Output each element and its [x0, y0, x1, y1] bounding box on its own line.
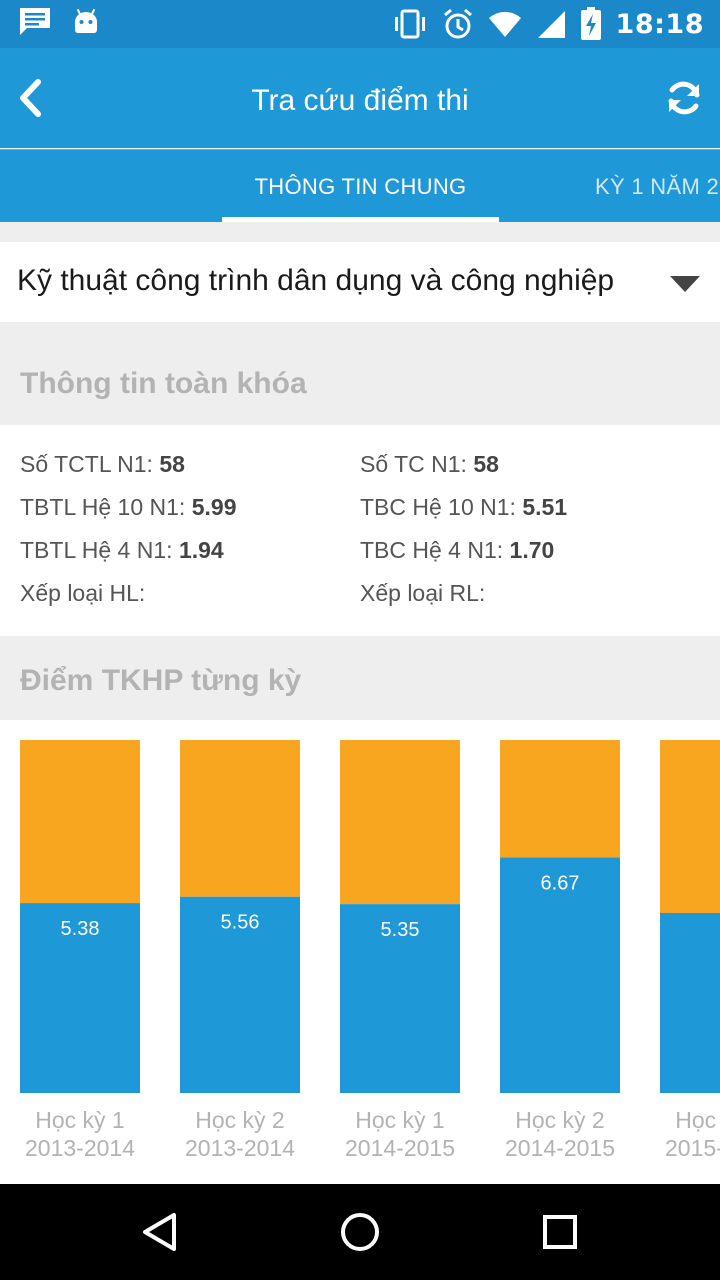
info-label: Xếp loại HL:: [20, 580, 146, 606]
info-value: 5.51: [522, 494, 568, 520]
info-item-xep-loai-hl: Xếp loại HL:: [20, 580, 145, 607]
overall-section-title: Thông tin toàn khóa: [20, 367, 307, 400]
back-button[interactable]: [14, 76, 50, 120]
category-label: 2014-2015: [345, 1135, 455, 1161]
major-dropdown[interactable]: Kỹ thuật công trình dân dụng và công ngh…: [0, 242, 720, 322]
tab-semester-1[interactable]: KỲ 1 NĂM 2: [595, 174, 720, 199]
recents-square-icon: [543, 1215, 577, 1249]
category-label: Học kỳ 1: [675, 1107, 720, 1133]
overall-info-panel: Số TCTL N1: 58 Số TC N1: 58 TBTL Hệ 10 N…: [0, 425, 720, 636]
info-label: Số TC N1:: [360, 451, 467, 477]
status-bar: 18:18: [0, 0, 720, 48]
semester-section-title: Điểm TKHP từng kỳ: [20, 664, 302, 697]
battery-charging-icon: [580, 7, 602, 41]
dropdown-arrow-icon: [670, 276, 700, 292]
bar-value[interactable]: [20, 903, 140, 1093]
info-label: TBTL Hệ 4 N1:: [20, 537, 173, 563]
page-title: Tra cứu điểm thi: [251, 84, 469, 117]
bar-remainder: [500, 740, 620, 858]
status-time: 18:18: [615, 8, 704, 40]
info-value: 58: [473, 451, 499, 477]
info-item-tbc-4: TBC Hệ 4 N1: 1.70: [360, 537, 554, 564]
info-label: TBC Hệ 4 N1:: [360, 537, 504, 563]
back-triangle-icon: [143, 1213, 176, 1251]
wifi-icon: [488, 10, 522, 38]
bar-value[interactable]: [660, 912, 720, 1093]
chevron-left-icon: [20, 79, 41, 117]
app-bar: Tra cứu điểm thi: [0, 48, 720, 148]
info-item-tbc-10: TBC Hệ 10 N1: 5.51: [360, 494, 567, 521]
bar-remainder: [660, 740, 720, 913]
home-circle-icon: [341, 1213, 379, 1251]
category-label: 2015-2016: [665, 1135, 720, 1161]
info-item-xep-loai-rl: Xếp loại RL:: [360, 580, 485, 607]
category-label: 2014-2015: [505, 1135, 615, 1161]
info-label: TBTL Hệ 10 N1:: [20, 494, 186, 520]
tab-bar: THÔNG TIN CHUNG KỲ 1 NĂM 2: [0, 149, 720, 222]
category-label: 2013-2014: [25, 1135, 135, 1161]
bar-remainder: [20, 740, 140, 904]
nav-recents-button[interactable]: [538, 1210, 582, 1254]
info-value: 58: [159, 451, 185, 477]
refresh-button[interactable]: [664, 78, 704, 118]
category-label: Học kỳ 2: [195, 1107, 284, 1133]
bar-value-label: 5.35: [381, 919, 420, 941]
bar-value[interactable]: [340, 904, 460, 1093]
overall-section-header: Thông tin toàn khóa: [0, 322, 720, 425]
bar-value-label: 6.67: [541, 873, 580, 895]
android-icon: [72, 8, 100, 36]
semester-section-header: Điểm TKHP từng kỳ: [0, 636, 720, 720]
info-item-tbtl-10: TBTL Hệ 10 N1: 5.99: [20, 494, 236, 521]
bar-remainder: [180, 740, 300, 897]
semester-chart-panel[interactable]: 5.38 Học kỳ 1 2013-2014 5.56 Học kỳ 2 2013-20…: [0, 720, 720, 1184]
info-item-tc: Số TC N1: 58: [360, 451, 499, 478]
nav-back-button[interactable]: [138, 1210, 182, 1254]
bar-value-label: 5.38: [61, 918, 100, 940]
bar-value[interactable]: [180, 896, 300, 1093]
category-label: Học kỳ 1: [35, 1107, 124, 1133]
signal-icon: [536, 9, 566, 39]
nav-home-button[interactable]: [338, 1210, 382, 1254]
refresh-icon: [668, 81, 700, 115]
category-label: Học kỳ 2: [515, 1107, 604, 1133]
bar-value-label: 5.56: [221, 912, 260, 934]
alarm-icon: [442, 8, 474, 40]
category-label: 2013-2014: [185, 1135, 295, 1161]
category-label: Học kỳ 1: [355, 1107, 444, 1133]
major-dropdown-value: Kỹ thuật công trình dân dụng và công ngh…: [17, 264, 615, 297]
info-value: 1.94: [178, 537, 224, 563]
vibrate-icon: [392, 9, 428, 39]
tab-general-info[interactable]: THÔNG TIN CHUNG: [254, 174, 467, 199]
bar-remainder: [340, 740, 460, 905]
info-label: Xếp loại RL:: [360, 580, 486, 606]
bar-value[interactable]: [500, 857, 620, 1093]
info-item-tctl: Số TCTL N1: 58: [20, 451, 185, 478]
info-label: Số TCTL N1:: [20, 451, 153, 477]
info-item-tbtl-4: TBTL Hệ 4 N1: 1.94: [20, 537, 224, 564]
navigation-bar: [0, 1184, 720, 1280]
info-value: 1.70: [509, 537, 555, 563]
tab-indicator: [222, 217, 499, 222]
info-label: TBC Hệ 10 N1:: [360, 494, 516, 520]
info-value: 5.99: [191, 494, 237, 520]
message-icon: [18, 6, 52, 38]
